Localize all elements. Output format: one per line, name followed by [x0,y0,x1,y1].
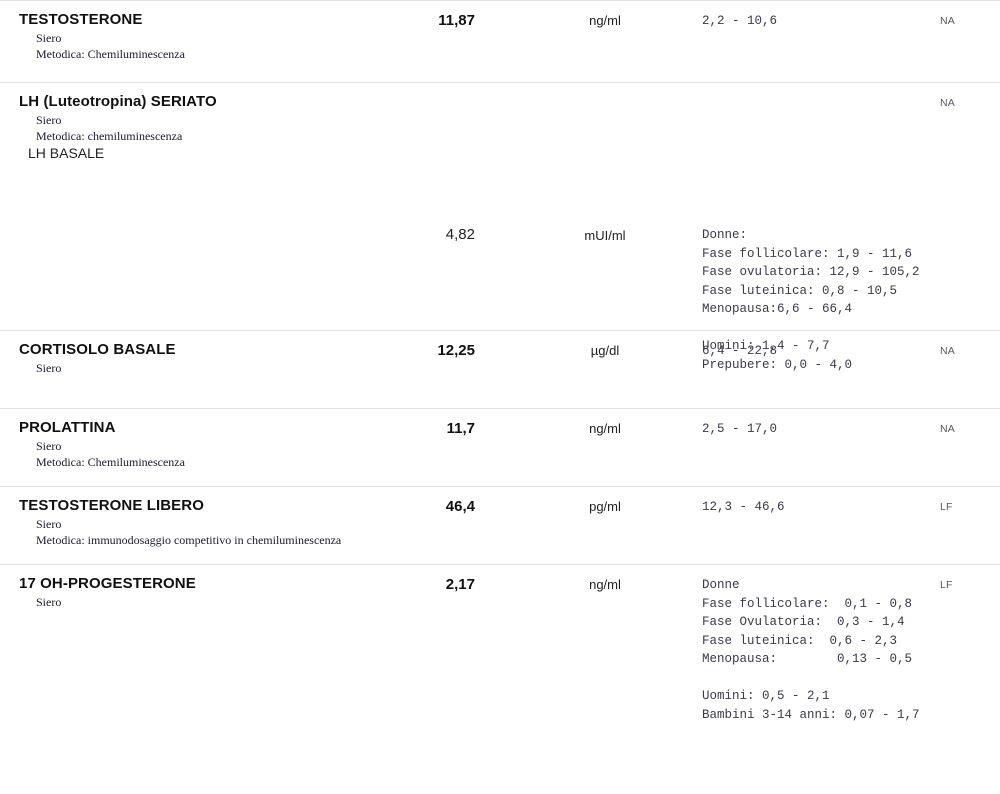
unit-cell: ng/ml [560,419,650,438]
result-value: 11,87 [438,12,475,29]
test-name: LH (Luteotropina) SERIATO [19,93,217,110]
test-name-cell: TESTOSTERONE Siero Metodica: Chemilumine… [19,10,419,62]
reference-range: 6,4 - 22,8 [702,344,778,358]
sample-type: Siero [36,361,62,375]
unit-label: pg/ml [589,499,621,514]
result-value: 4,82 [445,226,475,243]
unit-label: ng/ml [589,421,621,436]
status-badge: NA [940,345,955,357]
test-name: TESTOSTERONE [19,11,143,28]
result-value: 11,7 [446,420,475,437]
reference-range-cell: 6,4 - 22,8 [702,341,930,360]
reference-range-cell: 2,2 - 10,6 [702,11,930,30]
test-name-cell: LH (Luteotropina) SERIATO Siero Metodica… [19,92,419,163]
flag-cell: NA [940,93,990,113]
sample-type: Siero [36,439,62,453]
reference-range-cell: 12,3 - 46,6 [702,497,930,516]
method-note: Metodica: Chemiluminescenza [36,455,185,469]
result-value: 12,25 [437,342,475,359]
result-row: 17 OH-PROGESTERONE Siero 2,17 ng/ml Donn… [0,564,1000,794]
reference-range: Donne Fase follicolare: 0,1 - 0,8 Fase O… [702,578,920,722]
status-badge: NA [940,97,955,109]
result-value-cell: 11,87 [385,11,475,30]
sample-type: Siero [36,517,62,531]
report-top-divider [0,0,1000,1]
flag-cell: LF [940,575,990,595]
test-name: PROLATTINA [19,419,116,436]
result-row: TESTOSTERONE Siero Metodica: Chemilumine… [0,1,1000,82]
reference-range-cell: Donne Fase follicolare: 0,1 - 0,8 Fase O… [702,575,930,723]
reference-range: 2,2 - 10,6 [702,14,778,28]
status-badge: NA [940,423,955,435]
test-name-cell: PROLATTINA Siero Metodica: Chemiluminesc… [19,418,419,470]
sub-test-name: LH BASALE [28,145,105,161]
flag-cell: NA [940,419,990,439]
flag-cell: NA [940,341,990,361]
reference-range: Donne: Fase follicolare: 1,9 - 11,6 Fase… [702,228,920,372]
sample-type: Siero [36,595,62,609]
result-value-cell: 12,25 [385,341,475,360]
sample-type: Siero [36,31,62,45]
unit-label: ng/ml [589,13,621,28]
flag-cell: LF [940,497,990,517]
sample-type: Siero [36,113,62,127]
result-value-cell: 11,7 [385,419,475,438]
result-row: TESTOSTERONE LIBERO Siero Metodica: immu… [0,486,1000,564]
reference-range-cell: Donne: Fase follicolare: 1,9 - 11,6 Fase… [702,225,930,373]
test-name: TESTOSTERONE LIBERO [19,497,204,514]
unit-label: ng/ml [589,577,621,592]
status-badge: LF [940,501,953,513]
unit-cell: mUI/ml [560,226,650,245]
result-value-cell: 46,4 [385,497,475,516]
unit-cell: pg/ml [560,497,650,516]
result-row: PROLATTINA Siero Metodica: Chemiluminesc… [0,408,1000,486]
result-value: 2,17 [445,576,475,593]
method-note: Metodica: Chemiluminescenza [36,47,185,61]
test-name-cell: 17 OH-PROGESTERONE Siero [19,574,419,610]
status-badge: NA [940,15,955,27]
unit-cell: µg/dl [560,341,650,360]
test-name-cell: CORTISOLO BASALE Siero [19,340,419,376]
test-name: 17 OH-PROGESTERONE [19,575,196,592]
method-note: Metodica: chemiluminescenza [36,129,183,143]
result-row: CORTISOLO BASALE Siero 12,25 µg/dl 6,4 -… [0,330,1000,408]
reference-range-cell: 2,5 - 17,0 [702,419,930,438]
result-value-cell: 2,17 [385,575,475,594]
reference-range: 12,3 - 46,6 [702,500,785,514]
unit-label: µg/dl [590,343,620,358]
result-value: 46,4 [445,498,475,515]
unit-label: mUI/ml [584,228,626,243]
flag-cell: NA [940,11,990,31]
unit-cell: ng/ml [560,575,650,594]
method-note: Metodica: immunodosaggio competitivo in … [36,533,342,547]
status-badge: LF [940,579,953,591]
result-value-cell: 4,82 [385,225,475,244]
test-name: CORTISOLO BASALE [19,341,176,358]
unit-cell: ng/ml [560,11,650,30]
result-row: LH (Luteotropina) SERIATO Siero Metodica… [0,82,1000,372]
test-name-cell: TESTOSTERONE LIBERO Siero Metodica: immu… [19,496,419,548]
reference-range: 2,5 - 17,0 [702,422,778,436]
